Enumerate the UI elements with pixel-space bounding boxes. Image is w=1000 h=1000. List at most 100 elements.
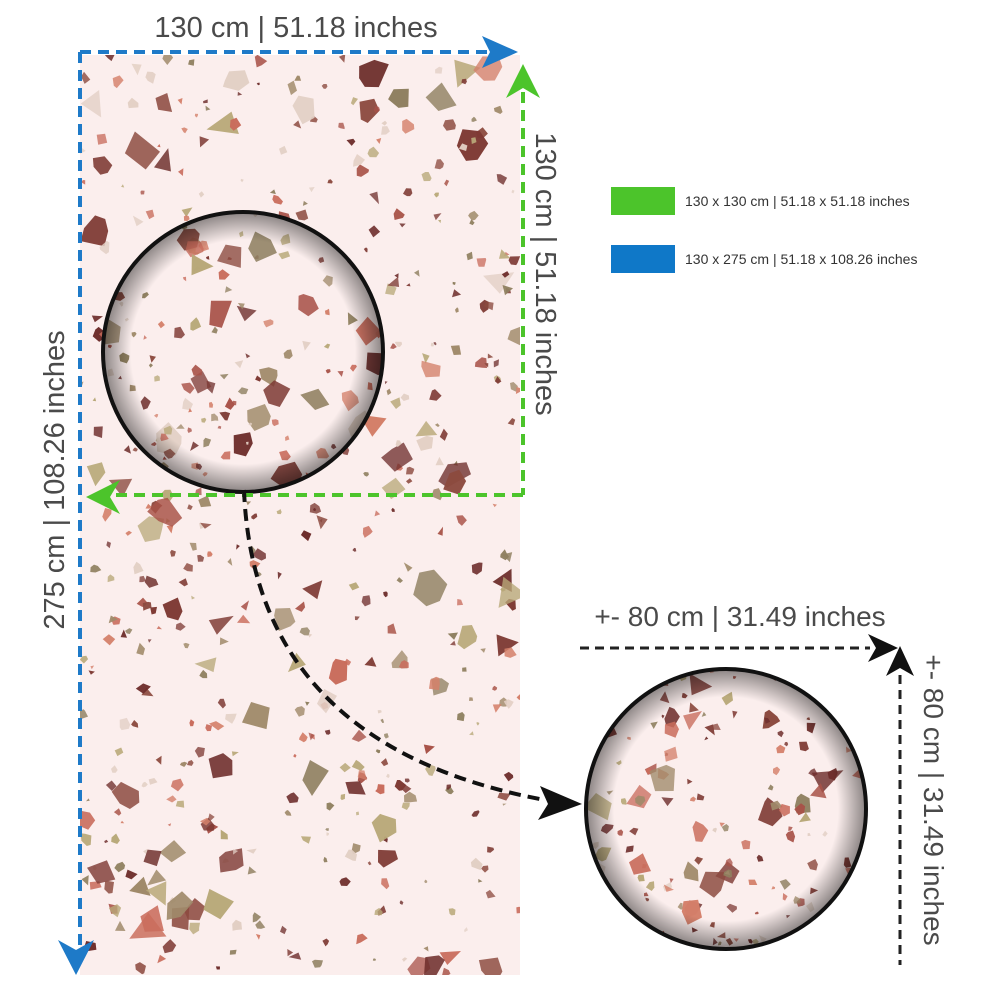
terrazzo-chip: [461, 78, 467, 85]
terrazzo-chip: [181, 127, 188, 134]
terrazzo-chip: [377, 710, 382, 714]
terrazzo-chip: [90, 665, 95, 670]
round-width-label: +- 80 cm | 31.49 inches: [594, 601, 885, 632]
terrazzo-chip: [338, 55, 346, 63]
terrazzo-chip: [446, 784, 452, 791]
terrazzo-chip: [301, 836, 311, 844]
terrazzo-chip: [381, 126, 390, 135]
terrazzo-chip: [302, 580, 323, 600]
terrazzo-chip: [154, 148, 171, 172]
terrazzo-chip: [108, 904, 122, 918]
terrazzo-chip: [293, 120, 302, 129]
terrazzo-chip: [194, 657, 217, 673]
terrazzo-chip: [251, 513, 258, 520]
terrazzo-chip: [808, 671, 815, 680]
terrazzo-chip: [439, 428, 448, 441]
terrazzo-chip: [403, 188, 413, 197]
terrazzo-chip: [111, 833, 120, 844]
terrazzo-chip: [473, 56, 503, 81]
terrazzo-chip: [851, 892, 861, 901]
terrazzo-chip: [162, 939, 177, 954]
terrazzo-chip: [287, 80, 297, 96]
terrazzo-chip: [608, 904, 614, 912]
terrazzo-chip: [322, 938, 330, 947]
terrazzo-chip: [361, 595, 371, 607]
terrazzo-chip: [470, 857, 483, 871]
terrazzo-chip: [481, 865, 489, 873]
terrazzo-chip: [375, 749, 381, 754]
terrazzo-chip: [346, 138, 356, 146]
terrazzo-chip: [493, 105, 503, 114]
terrazzo-chip: [325, 828, 329, 831]
terrazzo-chip: [452, 281, 456, 285]
terrazzo-chip: [183, 563, 193, 572]
terrazzo-chip: [620, 669, 647, 683]
terrazzo-chip: [444, 179, 450, 187]
terrazzo-chip: [129, 876, 151, 896]
terrazzo-chip: [394, 273, 399, 279]
terrazzo-chip: [466, 251, 473, 261]
terrazzo-chip: [452, 289, 462, 298]
terrazzo-chip: [503, 771, 514, 782]
terrazzo-chip: [279, 145, 288, 155]
terrazzo-chip: [135, 683, 151, 694]
full-height-label: 275 cm | 108.26 inches: [39, 330, 71, 629]
terrazzo-chip: [462, 667, 467, 672]
terrazzo-chip: [394, 780, 407, 791]
round-wallpaper-sample: [584, 667, 868, 951]
terrazzo-chip: [145, 71, 156, 84]
terrazzo-chip: [293, 754, 297, 758]
terrazzo-chip: [111, 765, 118, 773]
terrazzo-chip: [91, 315, 103, 323]
terrazzo-chip: [400, 393, 410, 401]
terrazzo-chip: [295, 209, 309, 221]
terrazzo-chip: [861, 856, 866, 864]
terrazzo-chip: [391, 507, 395, 512]
terrazzo-chip: [200, 817, 215, 831]
terrazzo-chip: [81, 875, 89, 886]
terrazzo-chip: [133, 561, 144, 575]
terrazzo-chip: [471, 137, 477, 144]
terrazzo-chip: [421, 172, 432, 182]
terrazzo-chip: [356, 164, 370, 177]
terrazzo-chip: [367, 861, 372, 866]
terrazzo-chip: [189, 922, 200, 935]
terrazzo-chip: [374, 907, 383, 916]
terrazzo-chip: [442, 967, 451, 975]
terrazzo-chip: [371, 813, 397, 843]
terrazzo-chip: [162, 597, 183, 621]
terrazzo-chip: [166, 891, 194, 920]
terrazzo-chip: [363, 472, 369, 477]
terrazzo-chip: [450, 345, 462, 355]
terrazzo-chip: [368, 225, 381, 238]
terrazzo-chip: [237, 614, 251, 624]
terrazzo-chip: [166, 525, 174, 534]
arrow-up-icon: [506, 64, 540, 98]
terrazzo-chip: [222, 70, 250, 91]
terrazzo-chip: [607, 674, 612, 679]
terrazzo-chip: [394, 341, 403, 347]
terrazzo-chip: [363, 247, 368, 253]
terrazzo-chip: [499, 249, 511, 259]
terrazzo-chip: [483, 301, 494, 311]
legend-label: 130 x 130 cm | 51.18 x 51.18 inches: [685, 193, 910, 209]
terrazzo-chip: [81, 180, 86, 185]
terrazzo-chip: [390, 343, 397, 349]
terrazzo-chip: [188, 59, 195, 66]
terrazzo-chip: [326, 832, 330, 836]
terrazzo-chip: [388, 88, 409, 108]
terrazzo-chip: [471, 116, 477, 122]
terrazzo-chip: [140, 190, 145, 195]
terrazzo-chip: [487, 846, 495, 853]
terrazzo-chip: [340, 793, 346, 801]
terrazzo-chip: [492, 704, 502, 713]
terrazzo-chip: [443, 469, 467, 495]
terrazzo-chip: [141, 687, 154, 697]
terrazzo-chip: [200, 522, 212, 529]
terrazzo-chip: [387, 276, 400, 287]
terrazzo-chip: [396, 577, 403, 583]
terrazzo-chip: [384, 381, 388, 385]
terrazzo-chip: [113, 808, 122, 816]
terrazzo-chip: [485, 889, 496, 899]
terrazzo-chip: [374, 510, 381, 517]
